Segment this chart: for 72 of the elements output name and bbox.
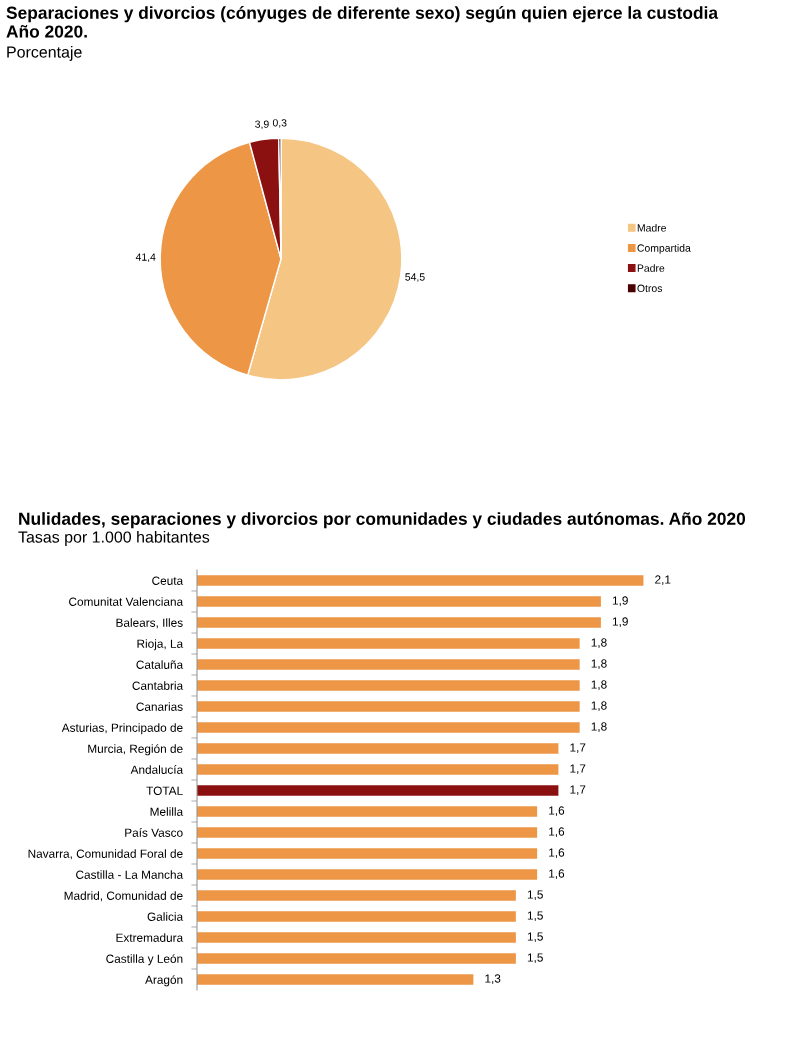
data-label: 0,3 <box>272 119 287 128</box>
y-tick-label: Cantabria <box>132 681 184 690</box>
data-label: 54,5 <box>405 273 425 282</box>
bar <box>197 953 516 964</box>
y-tick-label: País Vasco <box>125 828 183 837</box>
y-tick-label: Melilla <box>150 807 184 816</box>
data-label: 1,8 <box>591 701 607 712</box>
bar <box>197 806 538 817</box>
bar <box>197 764 559 775</box>
chart-title: Separaciones y divorcios (cónyuges de diferente sexo) según quien ejerce la custodia Año 2020. <box>6 6 719 38</box>
data-label: 3,9 <box>255 120 269 130</box>
chart-subtitle: Tasas por 1.000 habitantes <box>18 531 210 546</box>
bar <box>197 617 601 628</box>
data-label: 1,6 <box>549 806 565 817</box>
data-label: 1,9 <box>612 596 628 607</box>
bar <box>197 680 580 691</box>
bar <box>197 659 580 670</box>
data-label: 1,8 <box>591 722 607 733</box>
legend-label: Compartida <box>637 244 691 254</box>
data-label: 1,6 <box>549 869 565 880</box>
legend-label: Padre <box>637 264 665 272</box>
y-tick-label: Aragón <box>145 975 183 987</box>
data-label: 2,1 <box>655 575 671 586</box>
bar <box>197 596 601 607</box>
chart-subtitle: Porcentaje <box>7 46 82 61</box>
chart-title: Nulidades, separaciones y divorcios por comunidades y ciudades autónomas. Año 2020 <box>19 512 746 529</box>
data-label: 1,7 <box>570 785 586 796</box>
y-tick-label: TOTAL <box>146 786 183 795</box>
bar <box>197 722 580 733</box>
y-tick-label: Canarias <box>136 702 183 711</box>
bar <box>197 575 644 586</box>
bar <box>197 932 516 943</box>
y-tick-label: Comunitat Valenciana <box>69 597 184 606</box>
data-label: 1,5 <box>527 953 543 964</box>
legend-label: Madre <box>637 223 667 232</box>
data-label: 1,8 <box>591 680 607 691</box>
y-tick-label: Andalucía <box>130 765 184 774</box>
y-tick-label: Castilla - La Mancha <box>76 870 184 879</box>
bar <box>197 911 516 922</box>
y-tick-label: Asturias, Principado de <box>61 723 183 735</box>
bar <box>197 701 580 712</box>
data-label: 1,3 <box>485 974 501 985</box>
data-label: 1,7 <box>570 743 586 754</box>
legend-label: Otros <box>637 284 663 292</box>
data-label: 1,5 <box>527 890 543 901</box>
bar <box>197 785 559 796</box>
bar <box>197 890 516 901</box>
data-label: 41,4 <box>135 253 156 262</box>
data-label: 1,8 <box>591 638 607 649</box>
data-label: 1,9 <box>612 617 628 628</box>
y-tick-label: Rioja, La <box>137 639 184 651</box>
data-label: 1,7 <box>570 764 586 775</box>
y-tick-label: Murcia, Región de <box>88 744 183 756</box>
bar <box>197 638 580 649</box>
bar <box>197 869 538 880</box>
bar <box>197 743 559 754</box>
y-tick-label: Navarra, Comunidad Foral de <box>28 849 183 860</box>
y-tick-label: Castilla y León <box>106 954 183 966</box>
y-tick-label: Madrid, Comunidad de <box>64 891 183 902</box>
y-tick-label: Balears, Illes <box>116 618 183 629</box>
data-label: 1,6 <box>549 827 565 838</box>
data-label: 1,8 <box>591 659 607 670</box>
data-label: 1,5 <box>527 932 543 943</box>
y-tick-label: Galicia <box>147 912 184 921</box>
bar <box>197 974 474 985</box>
bar <box>197 848 538 859</box>
y-tick-label: Extremadura <box>116 933 184 942</box>
y-tick-label: Ceuta <box>152 576 184 585</box>
y-tick-label: Cataluña <box>136 660 184 669</box>
data-label: 1,5 <box>527 911 543 922</box>
data-label: 1,6 <box>549 848 565 859</box>
bar <box>197 827 538 838</box>
